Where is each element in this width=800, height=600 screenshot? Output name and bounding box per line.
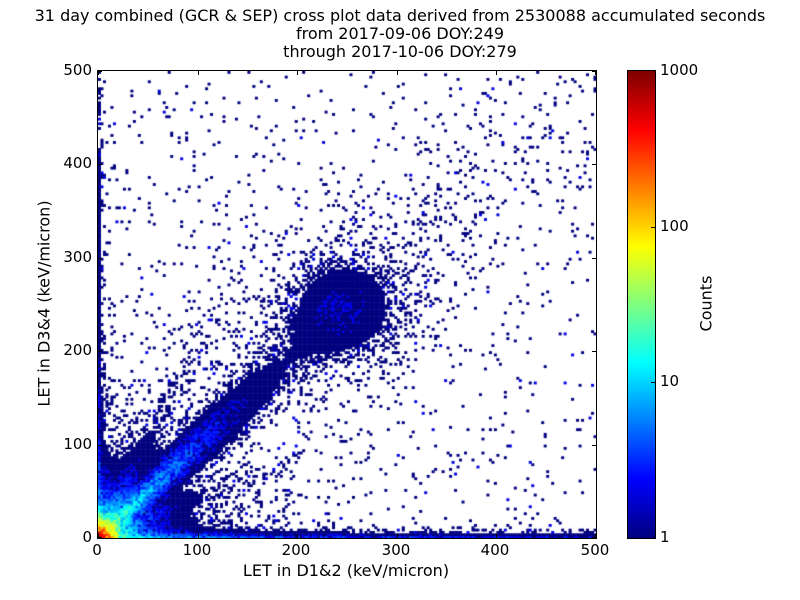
axis-tick [98,444,102,446]
axis-tick [98,537,102,538]
x-tick-label-500: 500 [580,541,610,559]
density-scatter-canvas [98,71,596,538]
axis-tick [98,534,99,538]
colorbar-gradient-canvas [628,71,655,538]
axis-tick [496,534,498,538]
axis-tick [297,71,299,75]
axis-tick [595,534,596,538]
x-tick-label-0: 0 [92,541,102,559]
axis-tick [592,71,596,72]
x-tick-label-200: 200 [281,541,311,559]
colorbar-tick [651,382,655,383]
x-tick-label-300: 300 [381,541,411,559]
axis-tick [592,537,596,538]
chart-subtitle-through: through 2017-10-06 DOY:279 [283,42,517,61]
axis-tick [396,71,398,75]
axis-tick [98,71,102,72]
plot-area [97,70,597,539]
y-tick-label-300: 300 [63,248,92,266]
y-tick-label-400: 400 [63,154,92,172]
axis-tick [592,164,596,166]
chart-subtitle-from: from 2017-09-06 DOY:249 [295,24,504,43]
colorbar-tick-label-1000: 1000 [660,61,699,79]
axis-tick [592,351,596,353]
colorbar-tick-label-100: 100 [660,217,689,235]
axis-tick [197,71,199,75]
y-tick-label-0: 0 [82,528,92,546]
colorbar-axis-label: Counts [696,275,716,332]
y-tick-label-200: 200 [63,341,92,359]
colorbar-tick-label-1: 1 [660,528,670,546]
y-axis-label: LET in D3&4 (keV/micron) [34,200,54,407]
axis-tick [98,71,99,75]
x-tick-label-100: 100 [182,541,212,559]
colorbar-tick [651,227,655,228]
axis-tick [98,257,102,259]
axis-tick [98,351,102,353]
axis-tick [297,534,299,538]
x-tick-label-400: 400 [480,541,510,559]
colorbar [627,70,656,539]
axis-tick [595,71,596,75]
x-axis-label: LET in D1&2 (keV/micron) [242,561,450,580]
colorbar-tick-label-10: 10 [660,372,680,390]
y-tick-label-500: 500 [63,61,92,79]
y-tick-label-100: 100 [63,435,92,453]
axis-tick [592,257,596,259]
axis-tick [496,71,498,75]
chart-title: 31 day combined (GCR & SEP) cross plot d… [34,6,766,25]
axis-tick [592,444,596,446]
axis-tick [98,164,102,166]
axis-tick [396,534,398,538]
axis-tick [197,534,199,538]
